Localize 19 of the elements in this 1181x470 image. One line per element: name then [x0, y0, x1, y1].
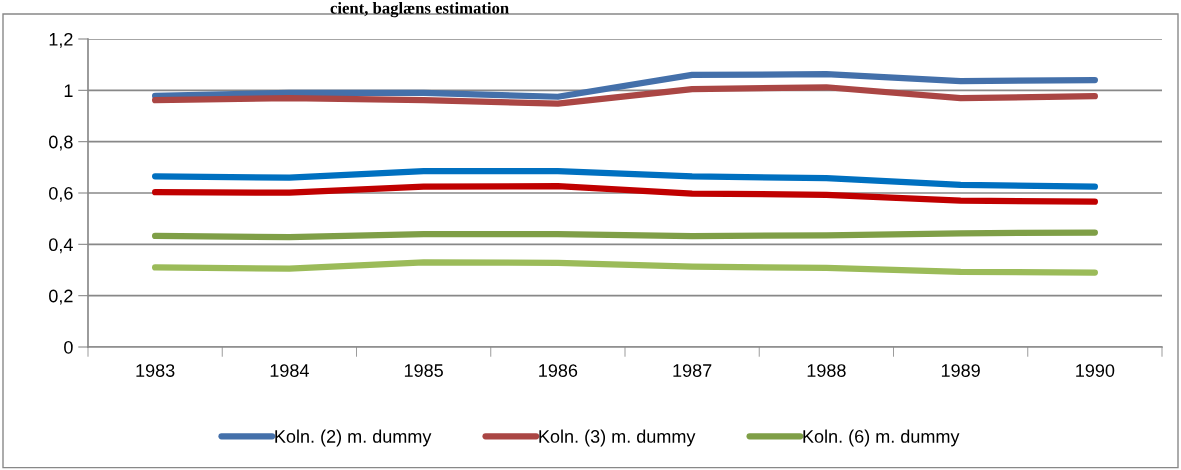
x-tick-label: 1987 [673, 364, 712, 377]
legend-label: Koln. (3) m. dummy [539, 429, 696, 447]
legend-label: Koln. (6) m. dummy [803, 429, 960, 447]
legend-label: Koln. (2) m. dummy [275, 429, 432, 447]
y-tick-label: 0,4 [49, 238, 73, 254]
chart-title: cient, baglæns estimation [330, 2, 509, 18]
y-tick-label: 1 [64, 84, 73, 97]
x-tick-label: 1986 [539, 364, 578, 377]
y-tick-label: 0 [64, 340, 73, 354]
x-tick-label: 1985 [404, 364, 443, 377]
x-tick-label: 1984 [270, 364, 309, 377]
y-tick-label: 1,2 [49, 32, 73, 48]
y-tick-label: 0,2 [49, 289, 73, 305]
y-tick-label: 0,6 [49, 186, 73, 202]
x-tick-label: 1988 [807, 364, 846, 377]
x-tick-label: 1989 [941, 364, 980, 377]
y-tick-label: 0,8 [49, 135, 73, 151]
x-tick-label: 1990 [1076, 364, 1115, 377]
x-tick-label: 1983 [136, 364, 175, 377]
